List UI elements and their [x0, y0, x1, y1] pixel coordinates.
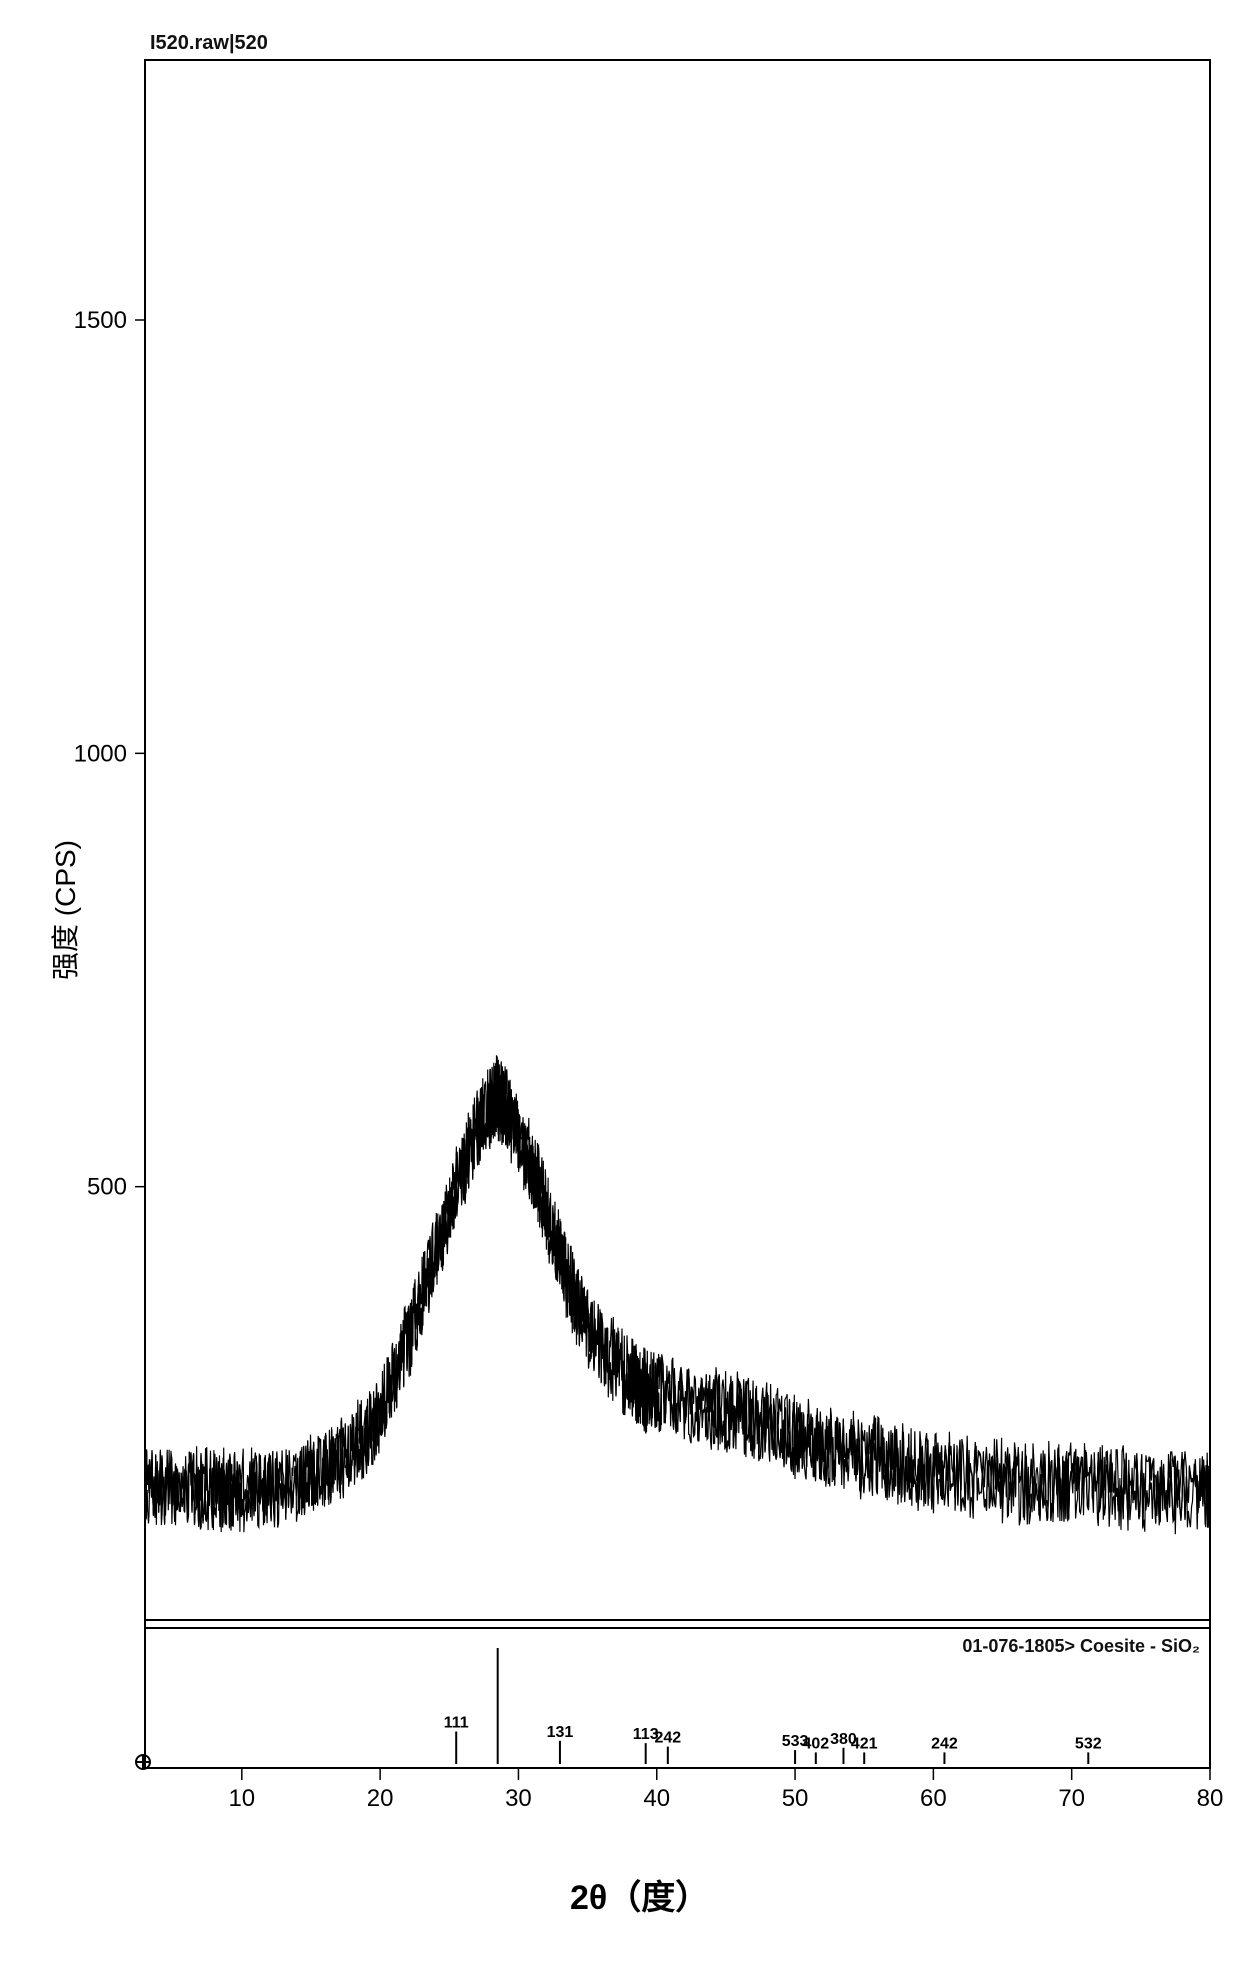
svg-text:1500: 1500 — [74, 307, 127, 334]
y-axis-label: 强度 (CPS) — [44, 840, 84, 980]
svg-text:60: 60 — [920, 1785, 947, 1812]
figure-container: 强度 (CPS) 2θ（度） I520.raw|520 01-076-1805>… — [0, 0, 1240, 1980]
svg-text:131: 131 — [547, 1724, 574, 1741]
svg-text:532: 532 — [1075, 1735, 1102, 1752]
plot-title: I520.raw|520 — [150, 32, 268, 55]
svg-text:40: 40 — [643, 1785, 670, 1812]
svg-text:421: 421 — [851, 1735, 878, 1752]
reference-pattern-label: 01-076-1805> Coesite - SiO₂ — [962, 1636, 1200, 1657]
svg-text:111: 111 — [444, 1715, 469, 1732]
svg-text:1000: 1000 — [74, 740, 127, 767]
svg-text:30: 30 — [505, 1785, 532, 1812]
svg-text:242: 242 — [654, 1730, 681, 1747]
xrd-plot-svg: 5001000150010203040506070801111311132425… — [0, 0, 1240, 1980]
svg-text:10: 10 — [228, 1785, 255, 1812]
svg-text:20: 20 — [367, 1785, 394, 1812]
x-axis-label: 2θ（度） — [570, 1870, 709, 1919]
svg-text:402: 402 — [802, 1735, 829, 1752]
svg-text:50: 50 — [782, 1785, 809, 1812]
svg-text:242: 242 — [931, 1735, 958, 1752]
svg-text:500: 500 — [87, 1174, 127, 1201]
svg-text:70: 70 — [1058, 1785, 1085, 1812]
svg-text:80: 80 — [1197, 1785, 1224, 1812]
